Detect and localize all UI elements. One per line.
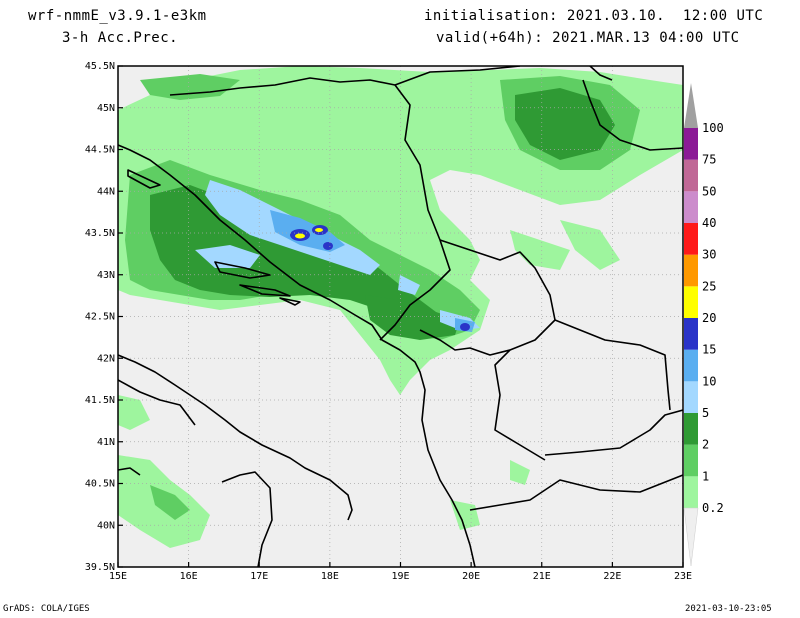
- lon-tick-label: 19E: [391, 571, 409, 582]
- legend-swatch: [684, 159, 698, 192]
- legend-swatch: [684, 191, 698, 223]
- product-name: 3-h Acc.Prec.: [62, 30, 179, 46]
- legend-swatch: [684, 444, 698, 477]
- legend-swatch: [684, 254, 698, 287]
- legend-swatch: [684, 318, 698, 350]
- lat-tick-label: 42N: [97, 353, 115, 364]
- init-time: initialisation: 2021.03.10. 12:00 UTC: [424, 8, 764, 24]
- legend-label: 75: [702, 153, 716, 167]
- lat-tick-label: 43.5N: [85, 228, 115, 239]
- lat-tick-label: 40.5N: [85, 479, 115, 490]
- lat-axis: 45.5N 45N 44.5N 44N 43.5N 43N 42.5N 42N 41.5N 41N…: [85, 61, 123, 573]
- legend-swatch: [684, 286, 698, 318]
- legend-swatch: [684, 223, 698, 255]
- legend-label: 15: [702, 343, 716, 357]
- coastlines-borders: [118, 66, 683, 567]
- legend-low-arrow: [683, 507, 699, 567]
- legend-label: 50: [702, 184, 716, 198]
- legend-label: 0.2: [702, 501, 724, 515]
- legend-label: 20: [702, 311, 716, 325]
- lon-tick-label: 16E: [180, 571, 198, 582]
- footer-credit: GrADS: COLA/IGES: [3, 604, 90, 614]
- legend-high-arrow: [684, 83, 698, 128]
- lat-tick-label: 45.5N: [85, 61, 115, 72]
- legend-label: 30: [702, 248, 716, 262]
- footer-timestamp: 2021-03-10-23:05: [685, 604, 772, 614]
- lon-tick-label: 22E: [603, 571, 621, 582]
- legend-swatch: [684, 349, 698, 382]
- precip-20-25: [295, 228, 323, 239]
- legend-swatch: [684, 128, 698, 160]
- lon-tick-label: 17E: [250, 571, 268, 582]
- lat-tick-label: 40N: [97, 520, 115, 531]
- legend-label: 5: [702, 406, 709, 420]
- lat-tick-label: 44N: [97, 186, 115, 197]
- lon-tick-label: 20E: [462, 571, 480, 582]
- legend-label: 10: [702, 374, 716, 388]
- lat-tick-label: 42.5N: [85, 312, 115, 323]
- legend-swatch: [684, 413, 698, 445]
- lat-tick-label: 44.5N: [85, 145, 115, 156]
- legend-label: 1: [702, 469, 709, 483]
- lat-tick-label: 41N: [97, 437, 115, 448]
- lon-axis: 15E 16E 17E 18E 19E 20E 21E 22E 23E: [109, 562, 692, 582]
- legend-swatch: [684, 476, 698, 508]
- lon-tick-label: 23E: [674, 571, 692, 582]
- lat-tick-label: 45N: [97, 103, 115, 114]
- lon-tick-label: 15E: [109, 571, 127, 582]
- lat-tick-label: 41.5N: [85, 395, 115, 406]
- legend-swatch: [684, 381, 698, 413]
- legend-label: 2: [702, 438, 709, 452]
- legend-label: 25: [702, 279, 716, 293]
- lon-tick-label: 18E: [321, 571, 339, 582]
- lat-tick-label: 39.5N: [85, 562, 115, 573]
- lon-tick-label: 21E: [533, 571, 551, 582]
- lat-tick-label: 43N: [97, 270, 115, 281]
- legend-label: 100: [702, 121, 724, 135]
- valid-time: valid(+64h): 2021.MAR.13 04:00 UTC: [436, 30, 740, 46]
- legend-label: 40: [702, 216, 716, 230]
- model-name: wrf-nmmE_v3.9.1-e3km: [28, 8, 207, 24]
